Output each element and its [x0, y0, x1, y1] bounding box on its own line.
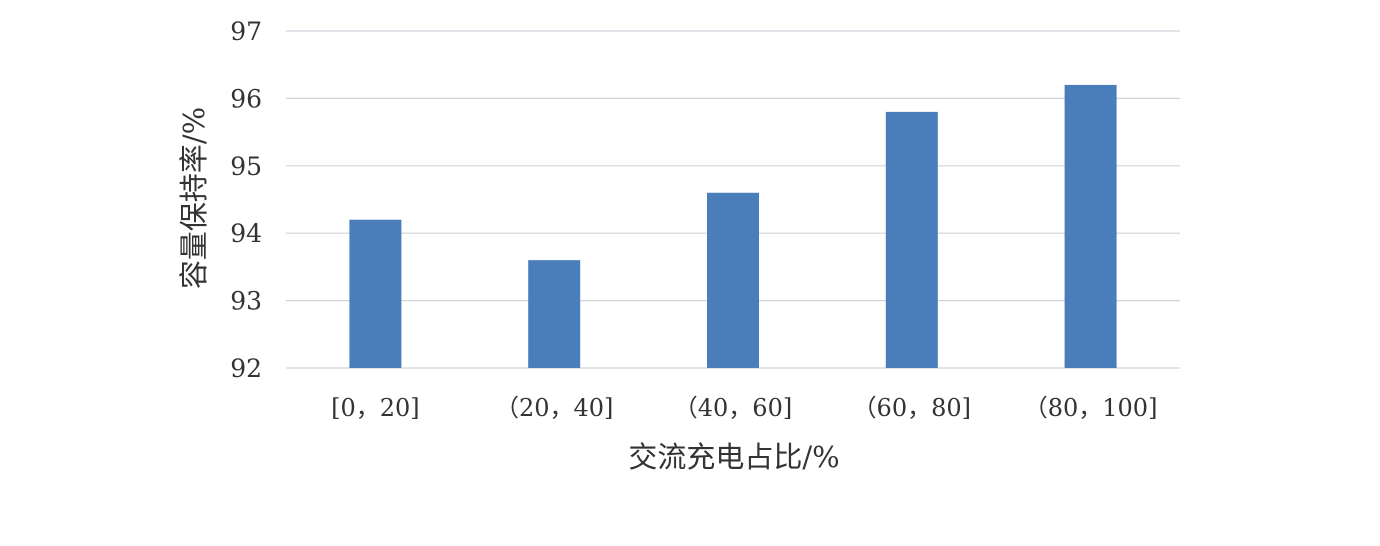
bar-3 — [885, 111, 938, 368]
y-axis-title: 容量保持率/% — [177, 107, 211, 289]
bar-1 — [528, 260, 581, 368]
y-tick-label: 93 — [230, 287, 262, 316]
y-tick-label: 95 — [230, 152, 262, 181]
y-tick-label: 96 — [230, 84, 262, 113]
x-tick-label: （20，40] — [495, 394, 613, 422]
y-axis-ticks: 92 93 94 95 96 97 — [230, 17, 262, 383]
x-tick-label: （80，100] — [1024, 394, 1158, 422]
x-tick-label: （40，60] — [674, 394, 792, 422]
x-axis-title: 交流充电占比/% — [628, 440, 839, 474]
y-tick-label: 97 — [230, 17, 262, 46]
x-axis-ticks: [0，20] （20，40] （40，60] （60，80] （80，100] — [331, 394, 1157, 422]
bar-2 — [707, 192, 759, 368]
bar-4 — [1064, 84, 1117, 369]
y-tick-label: 94 — [230, 219, 262, 248]
y-tick-label: 92 — [230, 354, 262, 383]
bar-0 — [349, 219, 402, 368]
x-tick-label: （60，80] — [853, 394, 971, 422]
x-tick-label: [0，20] — [331, 394, 420, 422]
bars — [349, 84, 1117, 369]
